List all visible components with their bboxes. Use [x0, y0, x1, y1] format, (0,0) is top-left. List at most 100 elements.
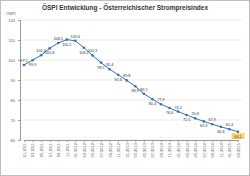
marker [134, 85, 137, 88]
x-tick-mark [33, 140, 34, 142]
x-tick-label: 05.2014 [193, 142, 198, 157]
data-label: 97,5 [20, 59, 27, 63]
grid-line [20, 60, 242, 61]
x-tick: 09.2013 [159, 140, 164, 157]
y-tick-mark [18, 120, 20, 121]
marker [177, 110, 180, 113]
y-tick-label: 90 [11, 78, 16, 83]
x-tick: 09.2012 [108, 140, 113, 157]
data-label: 70,8 [192, 112, 199, 116]
grid-line [20, 100, 242, 101]
marker [40, 54, 43, 57]
y-tick-label: 120 [8, 18, 15, 23]
x-tick: 03.2015 [236, 140, 241, 157]
y-tick-mark [18, 140, 20, 141]
x-tick-label: 01.2013 [125, 142, 130, 157]
marker [160, 103, 163, 106]
x-tick: 01.2015 [227, 140, 232, 157]
y-tick-mark [18, 40, 20, 41]
x-tick-mark [135, 140, 136, 142]
marker [91, 54, 94, 57]
x-tick-label: 11.2011 [65, 142, 70, 157]
x-tick-label: 01.2012 [73, 142, 78, 157]
data-label: 108,5 [53, 37, 63, 41]
x-tick: 03.2012 [82, 140, 87, 157]
data-label: 105,8 [45, 51, 55, 55]
data-label: 72,5 [183, 118, 190, 122]
y-tick: 110 [9, 38, 20, 43]
x-tick-mark [84, 140, 85, 142]
data-label: 110,2 [62, 43, 71, 47]
data-label: 86,9 [132, 89, 139, 93]
x-tick-label: 07.2013 [150, 142, 155, 157]
x-tick-label: 01.2011 [22, 142, 27, 157]
grid-line [20, 80, 242, 81]
marker [100, 61, 103, 64]
marker [48, 47, 51, 50]
marker [202, 120, 205, 123]
y-tick: 100 [8, 58, 20, 63]
data-label: 76,0 [166, 111, 173, 115]
data-label: 109,6 [71, 35, 81, 39]
x-tick-mark [229, 140, 230, 142]
y-tick-label: 110 [9, 38, 16, 43]
y-tick-mark [18, 80, 20, 81]
x-tick: 07.2014 [202, 140, 207, 157]
x-tick-mark [50, 140, 51, 142]
data-label: 67,9 [209, 118, 216, 122]
x-tick-label: 01.2015 [227, 142, 232, 157]
x-tick: 07.2011 [48, 140, 53, 157]
y-tick-mark [18, 20, 20, 21]
y-tick-label: 100 [8, 58, 15, 63]
x-tick-mark [195, 140, 196, 142]
x-tick-mark [144, 140, 145, 142]
x-tick-label: 05.2012 [90, 142, 95, 157]
x-tick-mark [204, 140, 205, 142]
y-tick: 70 [11, 118, 20, 123]
marker [57, 42, 60, 45]
data-label: 99,9 [29, 63, 36, 67]
marker [228, 128, 231, 131]
x-tick-mark [41, 140, 42, 142]
data-label: 89,8 [123, 74, 130, 78]
data-label: 74,2 [174, 106, 181, 110]
y-tick: 120 [8, 18, 20, 23]
x-tick: 01.2012 [73, 140, 78, 157]
marker [168, 107, 171, 110]
y-tick-label: 60 [11, 138, 16, 143]
x-tick: 07.2012 [99, 140, 104, 157]
data-label: 92,6 [114, 78, 121, 82]
x-tick: 09.2011 [56, 140, 61, 157]
x-tick: 03.2011 [30, 140, 35, 157]
x-tick-label: 09.2014 [210, 142, 215, 157]
x-tick-label: 05.2013 [142, 142, 147, 157]
marker [194, 117, 197, 120]
marker [83, 47, 86, 50]
data-label: 66,6 [217, 130, 224, 134]
x-tick-label: 11.2013 [167, 142, 172, 157]
x-tick: 01.2014 [176, 140, 181, 157]
x-tick-mark [170, 140, 171, 142]
y-axis-title: ÖSPI [6, 11, 16, 16]
x-tick-mark [221, 140, 222, 142]
data-label: 83,1 [140, 88, 147, 92]
plot-area [23, 38, 240, 133]
x-tick: 05.2014 [193, 140, 198, 157]
x-tick-label: 05.2011 [39, 142, 44, 157]
x-tick-label: 09.2012 [108, 142, 113, 157]
x-tick-label: 03.2013 [133, 142, 138, 157]
x-tick-label: 03.2012 [82, 142, 87, 157]
x-tick-label: 07.2014 [202, 142, 207, 157]
background [1, 1, 250, 176]
x-tick-label: 01.2014 [176, 142, 181, 157]
marker [31, 59, 34, 62]
x-tick: 01.2011 [22, 140, 27, 157]
x-tick-label: 09.2013 [159, 142, 164, 157]
x-tick-label: 03.2014 [185, 142, 190, 157]
x-tick-mark [58, 140, 59, 142]
marker [185, 114, 188, 117]
x-tick-label: 11.2012 [116, 142, 121, 157]
x-tick: 07.2013 [150, 140, 155, 157]
x-tick: 09.2014 [210, 140, 215, 157]
x-tick-mark [212, 140, 213, 142]
